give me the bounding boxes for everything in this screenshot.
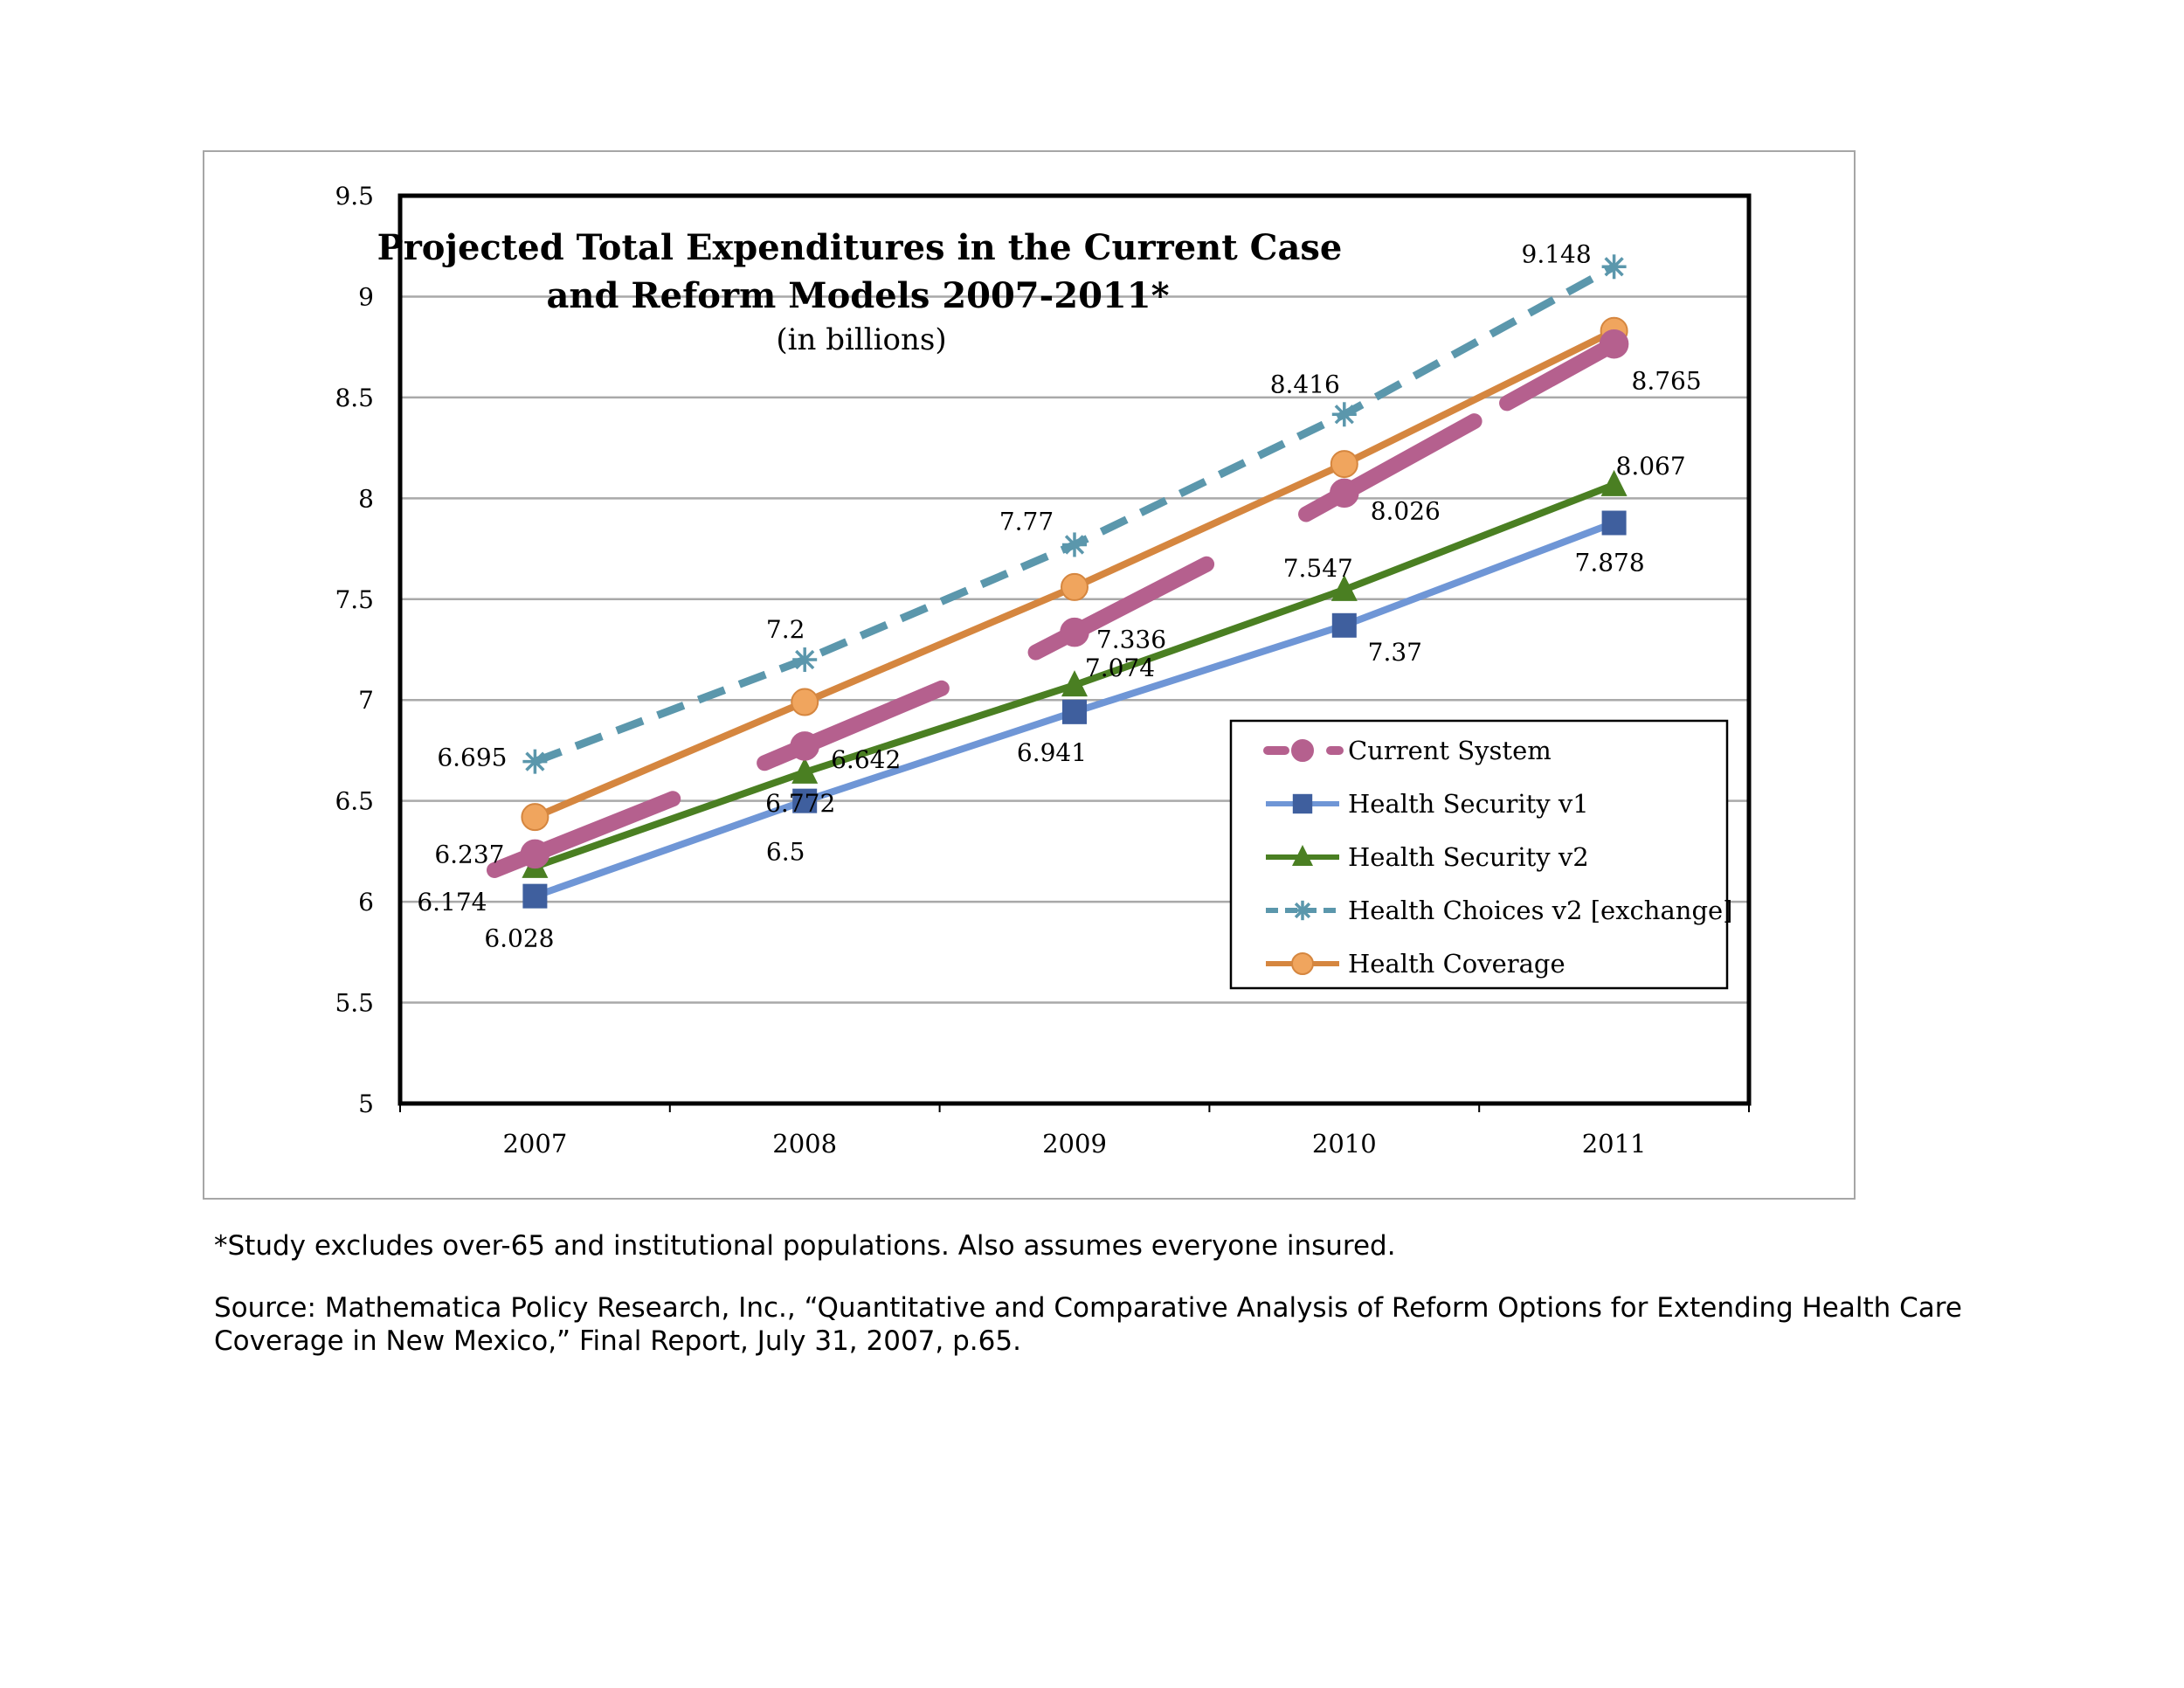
series-segment: [1499, 336, 1622, 412]
data-label: 6.5: [766, 838, 805, 867]
data-point: [1061, 670, 1088, 697]
legend-label: Current System: [1348, 736, 1552, 765]
legend-item: Health Security v1: [1266, 789, 1589, 819]
legend-label: Health Coverage: [1348, 949, 1565, 979]
y-tick-label: 8.5: [335, 384, 374, 412]
study-footnote: *Study excludes over-65 and institutiona…: [214, 1230, 1396, 1262]
line-chart: 5 5.5 6 6.5 7 7.5 8 8.5 9 9.5 2007 2008 2009 2010 2011…: [335, 182, 1752, 1159]
chart-title: Projected Total Expenditures in the Curr…: [377, 227, 1343, 268]
data-label: 6.174: [417, 888, 487, 917]
data-label: 8.765: [1632, 367, 1702, 396]
data-point: [1331, 612, 1357, 638]
legend-item: Health Coverage: [1266, 949, 1565, 979]
data-label: 8.026: [1371, 496, 1441, 525]
x-tick-label: 2010: [1312, 1129, 1377, 1159]
data-point: [1062, 532, 1087, 557]
data-label: 6.772: [765, 789, 835, 818]
data-label: 6.941: [1017, 738, 1087, 767]
data-label: 7.074: [1085, 654, 1155, 682]
data-label: 9.148: [1522, 239, 1592, 268]
data-label: 7.547: [1283, 554, 1353, 583]
data-point: [1330, 478, 1359, 508]
data-point: [1292, 845, 1313, 866]
data-point: [1061, 572, 1089, 601]
data-point: [1601, 254, 1627, 280]
y-tick-label: 9.5: [335, 182, 374, 211]
data-point: [520, 839, 550, 869]
legend-item: Health Security v2: [1266, 842, 1589, 872]
x-tick-label: 2009: [1042, 1129, 1107, 1159]
chart-title-line2: and Reform Models 2007-2011*: [547, 275, 1170, 316]
legend-item: Current System: [1263, 736, 1552, 765]
y-tick-label: 5: [358, 1090, 374, 1118]
asterisk-stroke: [1064, 535, 1085, 555]
x-tick-label: 2008: [772, 1129, 837, 1159]
data-point: [791, 688, 819, 716]
data-point: [521, 803, 549, 832]
plot-area-border: [397, 193, 1752, 1106]
data-label: 7.2: [766, 615, 805, 644]
data-label: 7.336: [1096, 626, 1166, 654]
data-label: 8.067: [1616, 452, 1686, 481]
data-point: [1291, 952, 1314, 975]
data-point: [1601, 510, 1627, 536]
legend-label: Health Security v2: [1348, 842, 1589, 872]
data-label: 7.77: [999, 507, 1054, 536]
legend-label: Health Security v1: [1348, 789, 1589, 819]
series-health-security-v1: [522, 510, 1627, 909]
asterisk-stroke: [1294, 902, 1311, 919]
data-point: [1330, 450, 1358, 479]
legend-item: Health Choices v2 [exchange]: [1266, 896, 1732, 925]
data-label: 6.028: [484, 924, 554, 953]
y-tick-label: 6.5: [335, 787, 374, 816]
data-point: [1291, 739, 1314, 762]
chart-frame: 5 5.5 6 6.5 7 7.5 8 8.5 9 9.5 2007 2008 2009 2010 2011…: [203, 150, 1856, 1200]
data-label: 7.37: [1368, 638, 1422, 667]
asterisk-stroke: [1334, 405, 1354, 425]
source-citation: Source: Mathematica Policy Research, Inc…: [214, 1292, 1962, 1357]
x-tick-label: 2011: [1582, 1129, 1647, 1159]
data-point: [1062, 699, 1087, 724]
data-point: [790, 731, 819, 761]
data-point: [792, 647, 818, 673]
data-label: 8.416: [1270, 370, 1340, 398]
data-point: [1600, 469, 1628, 496]
data-point: [1060, 617, 1089, 647]
y-tick-label: 6: [358, 888, 374, 917]
y-tick-label: 7.5: [335, 585, 374, 614]
data-point: [1292, 793, 1313, 814]
asterisk-stroke: [795, 649, 815, 670]
chart-subtitle: (in billions): [776, 322, 946, 357]
x-tick-label: 2007: [502, 1129, 567, 1159]
series-health-choices-v2: [522, 254, 1627, 774]
y-tick-label: 9: [358, 282, 374, 311]
data-point: [1330, 574, 1358, 601]
legend: Current System Health Security v1 Health S…: [1229, 719, 1732, 990]
legend-label: Health Choices v2 [exchange]: [1348, 896, 1732, 925]
asterisk-stroke: [1604, 257, 1624, 277]
data-label: 6.237: [434, 840, 504, 868]
data-point: [522, 749, 548, 774]
asterisk-stroke: [525, 751, 545, 771]
data-point: [791, 757, 819, 784]
data-point: [1292, 900, 1313, 921]
series-current-system: [486, 329, 1629, 878]
y-tick-label: 8: [358, 484, 374, 513]
data-label: 7.878: [1575, 549, 1645, 578]
data-point: [1331, 402, 1357, 427]
y-tick-label: 7: [358, 686, 374, 715]
data-label: 6.642: [831, 745, 901, 774]
y-tick-label: 5.5: [335, 989, 374, 1018]
data-label: 6.695: [437, 744, 507, 772]
data-point: [792, 788, 818, 813]
data-point: [522, 883, 548, 909]
data-point: [1599, 329, 1629, 359]
